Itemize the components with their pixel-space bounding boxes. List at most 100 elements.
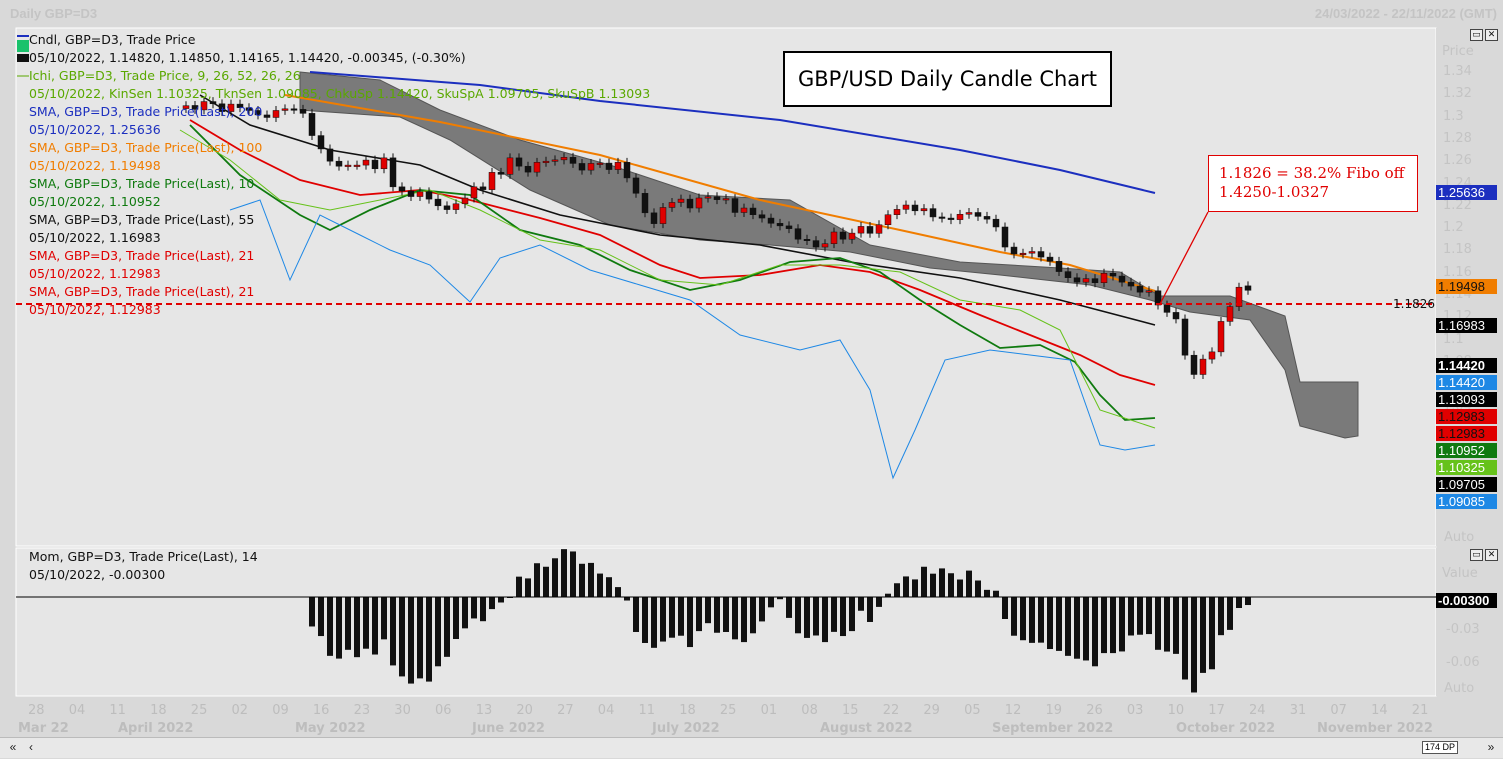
legend-entry: 05/10/2022, 1.10952 bbox=[29, 194, 161, 209]
value-tag: 1.14420 bbox=[1436, 358, 1497, 373]
momentum-bar bbox=[975, 580, 981, 597]
candle-body bbox=[263, 114, 271, 118]
legend-entry: SMA, GBP=D3, Trade Price(Last), 10 bbox=[29, 176, 255, 191]
date-tick: 25 bbox=[720, 703, 737, 718]
chart-legend: Cndl, GBP=D3, Trade Price 05/10/2022, 1.1… bbox=[29, 31, 650, 319]
candle-body bbox=[641, 193, 649, 214]
date-tick: 23 bbox=[354, 703, 371, 718]
candle-body bbox=[191, 105, 199, 110]
momentum-legend: Mom, GBP=D3, Trade Price(Last), 14 05/10… bbox=[29, 548, 258, 584]
candle-body bbox=[605, 162, 613, 170]
candle-body bbox=[1127, 281, 1135, 287]
legend-entry: SMA, GBP=D3, Trade Price(Last), 200 bbox=[29, 104, 263, 119]
momentum-current-tag: -0.00300 bbox=[1436, 593, 1497, 608]
candle-body bbox=[236, 103, 244, 108]
value-tag: 1.09705 bbox=[1436, 477, 1497, 492]
price-tick: 1.22 bbox=[1443, 197, 1472, 213]
momentum-tick: -0.03 bbox=[1446, 622, 1480, 637]
value-tag: 1.13093 bbox=[1436, 392, 1497, 407]
momentum-bar bbox=[678, 597, 684, 636]
close-icon[interactable]: ✕ bbox=[1485, 549, 1498, 561]
month-label: November 2022 bbox=[1317, 721, 1433, 736]
legend-marker-black bbox=[17, 54, 29, 62]
date-tick: 22 bbox=[883, 703, 900, 718]
candle-body bbox=[560, 157, 568, 161]
legend-entry: SMA, GBP=D3, Trade Price(Last), 55 bbox=[29, 212, 255, 227]
legend-entry: SMA, GBP=D3, Trade Price(Last), 100 bbox=[29, 140, 263, 155]
month-label: September 2022 bbox=[992, 721, 1113, 736]
value-tag: 1.12983 bbox=[1436, 409, 1497, 424]
candle-body bbox=[965, 212, 973, 215]
momentum-bar bbox=[471, 597, 477, 619]
scroll-first-icon[interactable]: « bbox=[9, 740, 17, 754]
momentum-bar bbox=[642, 597, 648, 643]
momentum-bar bbox=[1065, 597, 1071, 656]
scroll-last-icon[interactable]: » bbox=[1487, 740, 1495, 754]
momentum-bar bbox=[1128, 597, 1134, 636]
candle-body bbox=[911, 204, 919, 212]
date-tick: 15 bbox=[842, 703, 859, 718]
date-tick: 20 bbox=[516, 703, 533, 718]
fibo-level-label: 1.1826 bbox=[1393, 297, 1435, 311]
momentum-bar bbox=[993, 590, 999, 597]
price-tick: 1.18 bbox=[1443, 242, 1472, 258]
momentum-bar bbox=[1101, 597, 1107, 654]
legend-entry: 05/10/2022, 1.25636 bbox=[29, 122, 161, 137]
momentum-bar bbox=[795, 597, 801, 634]
candle-body bbox=[470, 186, 478, 199]
price-axis-auto[interactable]: Auto bbox=[1444, 530, 1475, 545]
momentum-bar bbox=[768, 597, 774, 608]
price-tick: 1.1 bbox=[1443, 331, 1464, 347]
value-tag: 1.16983 bbox=[1436, 318, 1497, 333]
candle-body bbox=[452, 203, 460, 210]
date-tick: 27 bbox=[557, 703, 574, 718]
scroll-prev-icon[interactable]: ‹ bbox=[29, 740, 33, 754]
candle-body bbox=[515, 157, 523, 167]
candle-body bbox=[407, 190, 415, 197]
candle-body bbox=[830, 231, 838, 244]
legend-entry: 05/10/2022, KinSen 1.10325, TknSen 1.090… bbox=[29, 86, 651, 101]
restore-icon[interactable]: ▭ bbox=[1470, 549, 1483, 561]
candle-body bbox=[704, 196, 712, 199]
candle-body bbox=[731, 198, 739, 213]
candle-body bbox=[344, 164, 352, 167]
momentum-bar bbox=[1182, 597, 1188, 680]
candle-body bbox=[884, 214, 892, 226]
momentum-bar bbox=[606, 577, 612, 597]
candle-body bbox=[209, 101, 217, 105]
data-points-badge: 174 DP bbox=[1422, 741, 1459, 754]
candle-body bbox=[551, 159, 559, 162]
close-icon[interactable]: ✕ bbox=[1485, 29, 1498, 41]
candle-body bbox=[677, 198, 685, 203]
momentum-bar bbox=[822, 597, 828, 643]
date-tick: 31 bbox=[1290, 703, 1307, 718]
candle-body bbox=[686, 198, 694, 209]
candle-body bbox=[443, 205, 451, 210]
momentum-bar bbox=[633, 597, 639, 632]
momentum-bar bbox=[705, 597, 711, 624]
candle-body bbox=[713, 196, 721, 200]
candle-body bbox=[1208, 351, 1216, 360]
candle-body bbox=[1046, 256, 1054, 262]
legend-entry: 05/10/2022, 1.16983 bbox=[29, 230, 161, 245]
momentum-bar bbox=[363, 597, 369, 649]
candle-body bbox=[182, 105, 190, 109]
candle-body bbox=[875, 224, 883, 234]
restore-icon[interactable]: ▭ bbox=[1470, 29, 1483, 41]
momentum-bar bbox=[1236, 597, 1242, 608]
candle-body bbox=[758, 214, 766, 219]
momentum-bar bbox=[966, 570, 972, 597]
candle-body bbox=[1235, 286, 1243, 307]
candle-body bbox=[1001, 226, 1009, 248]
momentum-axis-auto[interactable]: Auto bbox=[1444, 681, 1475, 696]
candle-body bbox=[587, 163, 595, 171]
horizontal-scrollbar[interactable]: « ‹ 174 DP » bbox=[0, 737, 1503, 758]
momentum-bar bbox=[498, 597, 504, 603]
momentum-bar bbox=[651, 597, 657, 648]
candle-body bbox=[1073, 277, 1081, 283]
momentum-bar bbox=[1056, 597, 1062, 651]
candle-body bbox=[1064, 271, 1072, 278]
candle-body bbox=[839, 231, 847, 240]
fibo-annotation-line2: 1.4250-1.0327 bbox=[1219, 183, 1330, 201]
candle-body bbox=[776, 223, 784, 227]
